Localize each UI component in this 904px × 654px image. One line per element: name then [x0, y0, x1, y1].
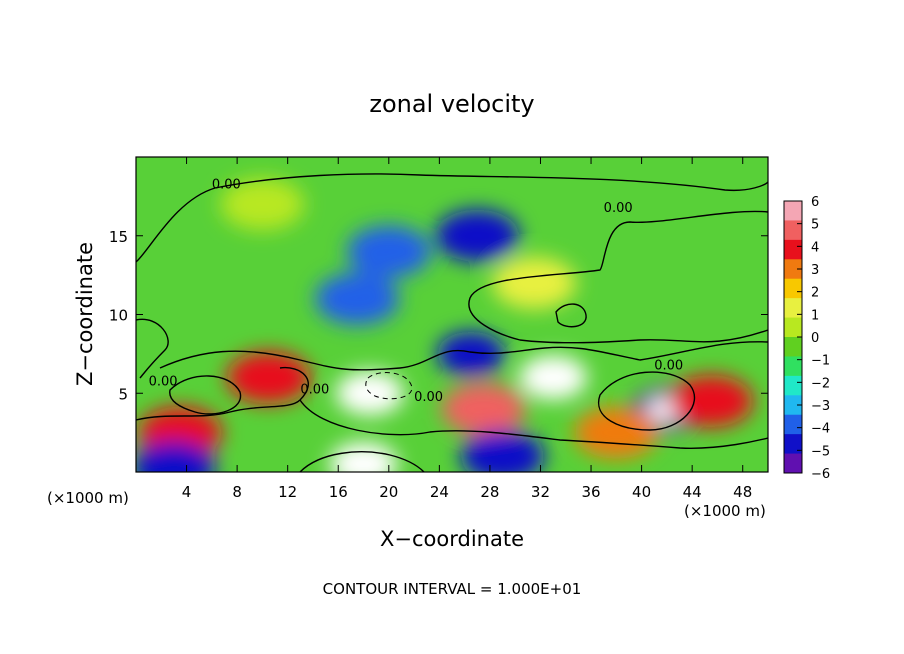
- x-unit-left: (×1000 m): [47, 489, 129, 507]
- colorbar-swatch: [784, 298, 802, 319]
- colorbar-label: 3: [811, 263, 819, 278]
- colorbar-label: −4: [811, 422, 830, 437]
- colorbar-swatch: [784, 337, 802, 357]
- colorbar-swatch: [784, 395, 802, 416]
- field-feature-14: [574, 406, 659, 459]
- field-feature-11: [441, 383, 526, 435]
- colorbar-label: 4: [811, 240, 819, 255]
- colorbar-swatch: [784, 453, 802, 474]
- colorbar-label: −5: [811, 444, 830, 459]
- contour-ring-left: [169, 375, 242, 415]
- colorbar-swatch: [784, 317, 802, 338]
- colorbar: 6 5 4 3 2 1 0 −1 −2 −3 −4 −5 −6: [783, 195, 830, 482]
- y-axis: 5 10 15: [109, 228, 768, 403]
- field-core-10: [534, 365, 572, 390]
- contour-label: 0.00: [149, 374, 178, 389]
- colorbar-label: 2: [811, 286, 819, 301]
- colorbar-swatch: [784, 356, 802, 377]
- x-tick-label: 44: [683, 483, 702, 501]
- contour-label: 0.00: [654, 359, 683, 374]
- field-feature-15: [136, 441, 216, 472]
- colorbar-swatch: [784, 239, 802, 260]
- colorbar-label: 1: [811, 308, 819, 323]
- contour-label: 0.00: [300, 382, 329, 397]
- colorbar-label: −3: [811, 399, 830, 414]
- contour-label: 0.00: [604, 201, 633, 216]
- contour-interval-note: CONTOUR INTERVAL = 1.000E+01: [323, 580, 582, 598]
- x-tick-label: 32: [531, 483, 550, 501]
- colorbar-label: −6: [811, 467, 830, 482]
- field-feature-4: [492, 257, 577, 309]
- field-feature-6: [669, 375, 754, 428]
- field-feature-13: [460, 430, 545, 472]
- x-tick-label: 16: [329, 483, 348, 501]
- colorbar-swatch: [784, 414, 802, 435]
- colorbar-swatch: [784, 375, 802, 396]
- x-axis-label: X−coordinate: [380, 527, 524, 551]
- x-tick-label: 28: [480, 483, 499, 501]
- contour-label: 0.00: [414, 390, 443, 405]
- colorbar-label: −2: [811, 376, 830, 391]
- colorbar-label: 0: [811, 331, 819, 346]
- x-tick-label: 12: [278, 483, 297, 501]
- field-feature-1: [435, 209, 520, 262]
- contour-bottom-arc: [299, 451, 425, 472]
- x-tick-label: 8: [232, 483, 242, 501]
- colorbar-label: 6: [811, 195, 819, 210]
- chart-title: zonal velocity: [369, 90, 534, 118]
- contour-label: 0.00: [212, 178, 241, 193]
- field-feature-0: [346, 225, 431, 278]
- contour-upper-right: [468, 210, 768, 344]
- field-core-12: [344, 452, 383, 472]
- field-feature-3: [436, 331, 505, 376]
- field-feature-16: [220, 178, 305, 231]
- colorbar-swatch: [784, 434, 802, 455]
- colorbar-swatch: [784, 220, 802, 241]
- contour-mid: [136, 318, 768, 379]
- colorbar-swatch: [784, 201, 802, 221]
- contour-small-right: [555, 303, 587, 328]
- y-axis-label: Z−coordinate: [73, 242, 97, 386]
- contour-top: [136, 173, 768, 263]
- colorbar-label: 5: [811, 218, 819, 233]
- colorbar-label: −1: [811, 354, 830, 369]
- velocity-field: [136, 178, 754, 472]
- x-tick-label: 48: [733, 483, 752, 501]
- field-feature-2: [315, 272, 400, 325]
- y-tick-label: 15: [109, 228, 128, 246]
- x-unit-right: (×1000 m): [684, 502, 766, 520]
- contour-lower: [136, 366, 768, 449]
- x-axis: 4 8 12 16 20 24 28 32 36 40 44 48: [182, 157, 752, 501]
- zero-contours: [136, 173, 768, 472]
- colorbar-swatch: [784, 259, 802, 280]
- colorbar-swatch: [784, 278, 802, 299]
- x-tick-label: 4: [182, 483, 192, 501]
- x-tick-label: 36: [581, 483, 600, 501]
- x-tick-label: 24: [430, 483, 449, 501]
- y-tick-label: 10: [109, 307, 128, 325]
- x-tick-label: 20: [379, 483, 398, 501]
- field-feature-8: [226, 351, 311, 404]
- x-tick-label: 40: [632, 483, 651, 501]
- contour-ring-right: [597, 371, 696, 431]
- y-tick-label: 5: [118, 385, 128, 403]
- contour-labels: 0.00 0.00 0.00 0.00 0.00 0.00: [149, 178, 684, 406]
